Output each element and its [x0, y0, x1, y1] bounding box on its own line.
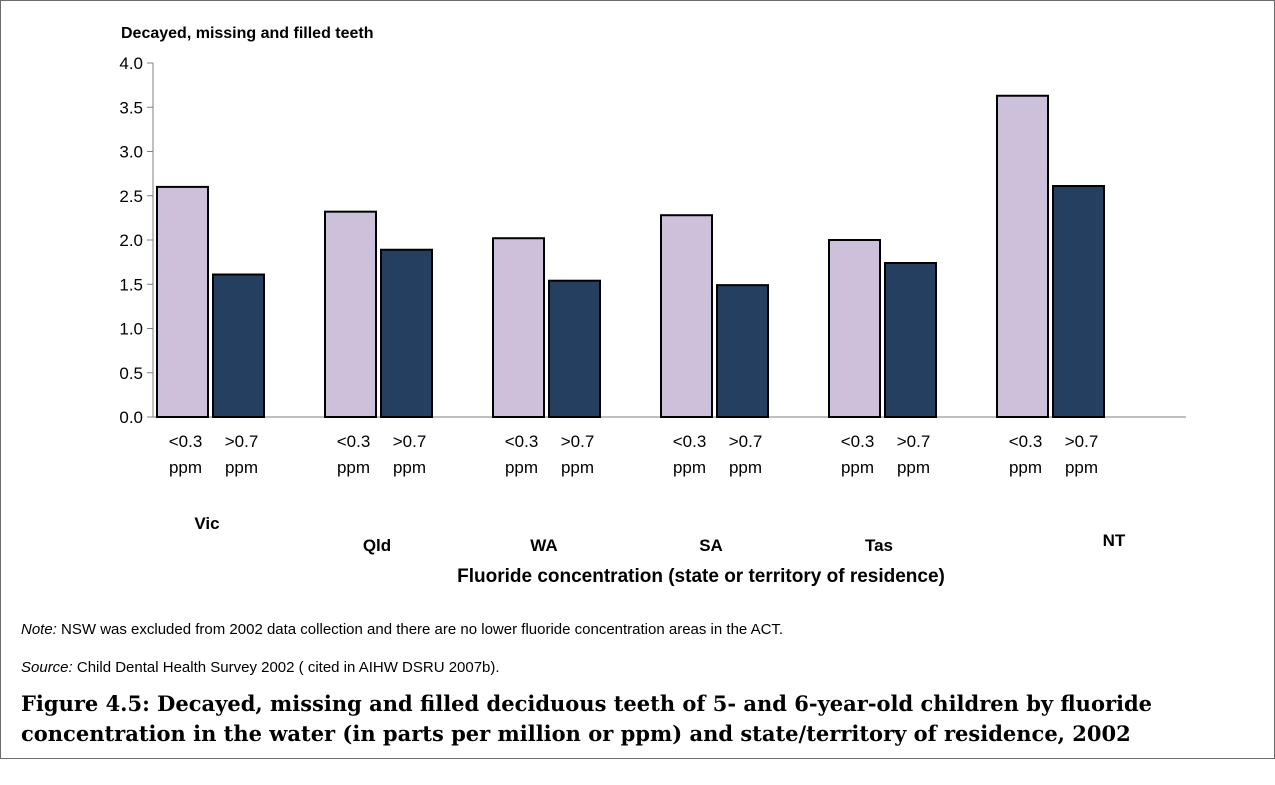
x-tick-label: ppm	[841, 458, 874, 477]
x-tick-label: <0.3	[841, 432, 875, 451]
group-label-nt: NT	[1103, 531, 1126, 550]
x-tick-label: ppm	[673, 458, 706, 477]
figure-frame: Decayed, missing and filled teeth 0.0 0.5…	[0, 0, 1275, 759]
x-tick-label: >0.7	[729, 432, 763, 451]
x-tick-label: ppm	[729, 458, 762, 477]
group-label-wa: WA	[530, 536, 557, 555]
x-tick-labels: <0.3 ppm >0.7 ppm <0.3 ppm >0.7 ppm <0.3 ppm >0.7 p…	[169, 432, 1099, 477]
x-tick-label: ppm	[1009, 458, 1042, 477]
x-tick-label: ppm	[225, 458, 258, 477]
x-tick-label: ppm	[169, 458, 202, 477]
y-tick-label: 0.5	[119, 364, 143, 383]
chart-title: Decayed, missing and filled teeth	[121, 25, 374, 42]
y-tick-label: 1.0	[119, 320, 143, 339]
y-tick-label: 0.0	[119, 408, 143, 427]
x-axis-title: Fluoride concentration (state or territo…	[457, 566, 945, 587]
x-tick-label: ppm	[897, 458, 930, 477]
group-labels: Vic Qld WA SA Tas NT	[194, 514, 1126, 555]
bar-vic-high	[212, 273, 265, 419]
bar-tas-low	[828, 239, 881, 418]
group-label-qld: Qld	[363, 536, 391, 555]
x-tick-label: >0.7	[561, 432, 595, 451]
bar-qld-low	[324, 210, 377, 418]
group-label-tas: Tas	[865, 536, 893, 555]
x-tick-label: ppm	[1065, 458, 1098, 477]
x-tick-label: <0.3	[673, 432, 707, 451]
bar-chart: Decayed, missing and filled teeth 0.0 0.5…	[119, 25, 1186, 587]
bar-sa-low	[660, 214, 713, 418]
y-tick-label: 4.0	[119, 54, 143, 73]
note-line: Note: NSW was excluded from 2002 data co…	[21, 621, 783, 638]
bar-wa-low	[492, 237, 545, 418]
source-text: Child Dental Health Survey 2002 ( cited …	[72, 659, 500, 676]
x-tick-label: ppm	[393, 458, 426, 477]
y-tick-label: 3.5	[119, 98, 143, 117]
x-tick-label: >0.7	[1065, 432, 1099, 451]
x-tick-label: >0.7	[393, 432, 427, 451]
group-label-sa: SA	[699, 536, 723, 555]
y-tick-label: 2.0	[119, 231, 143, 250]
bar-wa-high	[548, 279, 601, 418]
x-tick-label: ppm	[561, 458, 594, 477]
source-label: Source:	[21, 659, 73, 676]
x-tick-label: <0.3	[337, 432, 371, 451]
note-label: Note:	[21, 621, 57, 638]
bar-vic-low	[156, 185, 209, 418]
x-tick-label: <0.3	[505, 432, 539, 451]
bars	[156, 94, 1105, 419]
x-tick-label: >0.7	[225, 432, 259, 451]
bar-nt-high	[1052, 185, 1105, 418]
bar-qld-high	[380, 248, 433, 418]
x-tick-label: >0.7	[897, 432, 931, 451]
y-tick-label: 2.5	[119, 187, 143, 206]
group-label-vic: Vic	[194, 514, 219, 533]
x-tick-label: ppm	[505, 458, 538, 477]
bar-nt-low	[996, 94, 1049, 419]
x-tick-label: <0.3	[169, 432, 203, 451]
note-text: NSW was excluded from 2002 data collecti…	[56, 621, 784, 638]
figure-caption: Figure 4.5: Decayed, missing and filled …	[21, 691, 1153, 746]
bar-sa-high	[716, 284, 769, 419]
source-line: Source: Child Dental Health Survey 2002 …	[21, 659, 500, 676]
x-tick-label: ppm	[337, 458, 370, 477]
bar-tas-high	[884, 262, 937, 419]
y-tick-label: 3.0	[119, 143, 143, 162]
x-tick-label: <0.3	[1009, 432, 1043, 451]
y-tick-label: 1.5	[119, 275, 143, 294]
